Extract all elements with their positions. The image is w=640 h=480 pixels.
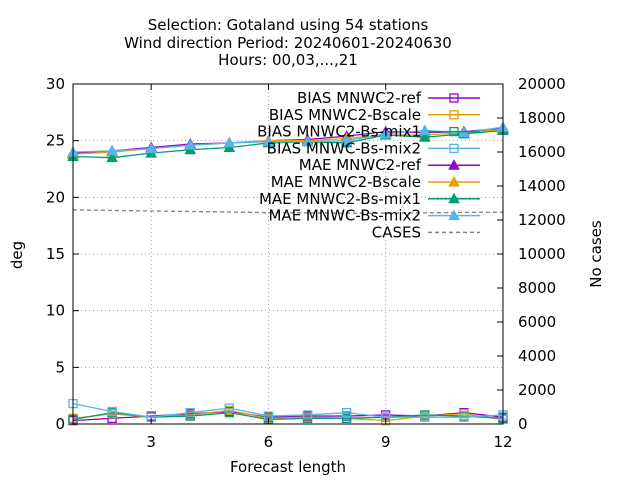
y2-tick-label: 14000 <box>518 177 566 195</box>
legend-entry-mae-mnwc2-bscale: MAE MNWC2-Bscale <box>271 173 480 191</box>
data-point-mae-mnwc-bs-mix2 <box>184 139 197 150</box>
y2-tick-label: 12000 <box>518 211 566 229</box>
chart-title: Selection: Gotaland using 54 stations Wi… <box>124 16 452 69</box>
legend-entry-mae-mnwc2-ref: MAE MNWC2-ref <box>299 156 480 174</box>
legend-label-bias-mnwc-bs-mix2: BIAS MNWC-Bs-mix2 <box>267 139 421 157</box>
legend-label-mae-mnwc2-ref: MAE MNWC2-ref <box>299 156 422 174</box>
legend-entry-mae-mnwc2-bs-mix1: MAE MNWC2-Bs-mix1 <box>259 190 480 208</box>
series-line-mae-mnwc-bs-mix2 <box>72 126 504 153</box>
legend-marker-bias-mnwc2-bscale <box>449 110 459 120</box>
y-tick-label: 0 <box>55 415 65 433</box>
y2-tick-label: 0 <box>518 415 528 433</box>
y2-axis-label: No cases <box>587 220 605 288</box>
legend-marker-mae-mnwc2-bs-mix1 <box>448 192 460 204</box>
y2-tick-label: 8000 <box>518 279 556 297</box>
x-axis-label: Forecast length <box>230 458 346 476</box>
y-tick-label: 10 <box>46 302 65 320</box>
legend-entry-bias-mnwc2-bs-mix1: BIAS MNWC2-Bs-mix1 <box>257 123 480 141</box>
legend-marker-bias-mnwc2-ref <box>449 93 459 103</box>
data-point-bias-mnwc-bs-mix2 <box>420 412 430 422</box>
legend-entry-bias-mnwc-bs-mix2: BIAS MNWC-Bs-mix2 <box>267 139 480 157</box>
data-point-mae-mnwc2-bs-mix1 <box>418 131 431 142</box>
y-tick-label: 5 <box>55 358 65 376</box>
data-point-mae-mnwc-bs-mix2 <box>340 134 353 146</box>
data-point-mae-mnwc-bs-mix2 <box>223 136 236 148</box>
data-point-mae-mnwc-bs-mix2 <box>106 144 118 156</box>
legend-entry-bias-mnwc2-bscale: BIAS MNWC2-Bscale <box>269 106 480 124</box>
legend-entry-bias-mnwc2-ref: BIAS MNWC2-ref <box>297 89 480 107</box>
legend-label-mae-mnwc2-bscale: MAE MNWC2-Bscale <box>271 173 421 191</box>
data-point-bias-mnwc-bs-mix2 <box>459 412 469 422</box>
axis-ticks: 0 5 10 15 20 25 30 3 6 9 12 0 2000 4000 6000 8000 10000 1… <box>46 75 566 451</box>
y2-tick-label: 4000 <box>518 347 556 365</box>
data-point-bias-mnwc-bs-mix2 <box>107 406 117 417</box>
y2-tick-label: 16000 <box>518 143 566 161</box>
data-point-mae-mnwc-bs-mix2 <box>262 135 275 147</box>
series-line-cases <box>72 209 504 214</box>
data-point-bias-mnwc-bs-mix2 <box>185 408 195 418</box>
y-axis-label: deg <box>8 241 26 269</box>
y-tick-label: 30 <box>46 75 65 93</box>
legend-label-mae-mnwc2-bs-mix1: MAE MNWC2-Bs-mix1 <box>259 190 421 208</box>
y2-tick-label: 18000 <box>518 109 566 127</box>
x-tick-label: 12 <box>493 433 512 451</box>
x-tick-label: 3 <box>146 433 156 451</box>
legend-label-bias-mnwc2-ref: BIAS MNWC2-ref <box>297 89 422 107</box>
legend-label-mae-mnwc-bs-mix2: MAE MNWC-Bs-mix2 <box>268 207 421 225</box>
data-point-mae-mnwc-bs-mix2 <box>418 124 431 135</box>
legend-marker-mae-mnwc2-bscale <box>448 175 460 187</box>
data-point-mae-mnwc2-bs-mix1 <box>106 151 118 163</box>
series-line-bias-mnwc-bs-mix2 <box>72 402 504 418</box>
x-tick-label: 6 <box>264 433 274 451</box>
legend-marker-bias-mnwc-bs-mix2 <box>449 143 459 154</box>
chart-title-line-2: Wind direction Period: 20240601-20240630 <box>124 34 452 52</box>
y-tick-label: 20 <box>46 188 65 206</box>
y2-tick-label: 20000 <box>518 75 566 93</box>
legend-label-cases: CASES <box>372 223 421 241</box>
plot-series <box>67 121 509 426</box>
x-tick-label: 9 <box>381 433 391 451</box>
y-tick-label: 15 <box>46 245 65 263</box>
data-point-bias-mnwc-bs-mix2 <box>341 408 352 418</box>
data-point-mae-mnwc-bs-mix2 <box>145 142 158 154</box>
data-point-mae-mnwc-bs-mix2 <box>379 127 392 139</box>
data-point-bias-mnwc-bs-mix2 <box>302 410 313 420</box>
data-point-bias-mnwc2-bs-mix1 <box>341 413 352 423</box>
legend-label-bias-mnwc2-bs-mix1: BIAS MNWC2-Bs-mix1 <box>257 123 421 141</box>
legend-marker-mae-mnwc-bs-mix2 <box>448 209 460 221</box>
chart-title-line-3: Hours: 00,03,...,21 <box>218 51 358 69</box>
legend-label-bias-mnwc2-bscale: BIAS MNWC2-Bscale <box>269 106 421 124</box>
series-cases <box>72 209 504 214</box>
data-point-bias-mnwc-bs-mix2 <box>224 403 235 413</box>
y2-tick-label: 2000 <box>518 381 556 399</box>
y2-tick-label: 10000 <box>518 245 566 263</box>
legend-marker-mae-mnwc2-ref <box>448 159 460 170</box>
y2-tick-label: 6000 <box>518 313 556 331</box>
legend-entry-cases: CASES <box>372 223 480 241</box>
y-tick-label: 25 <box>46 132 65 150</box>
data-point-mae-mnwc-bs-mix2 <box>301 135 314 147</box>
legend-marker-bias-mnwc2-bs-mix1 <box>449 126 459 137</box>
chart-title-line-1: Selection: Gotaland using 54 stations <box>148 16 429 34</box>
legend-entry-mae-mnwc-bs-mix2: MAE MNWC-Bs-mix2 <box>268 207 480 225</box>
series-mae-mnwc-bs-mix2 <box>67 121 509 157</box>
